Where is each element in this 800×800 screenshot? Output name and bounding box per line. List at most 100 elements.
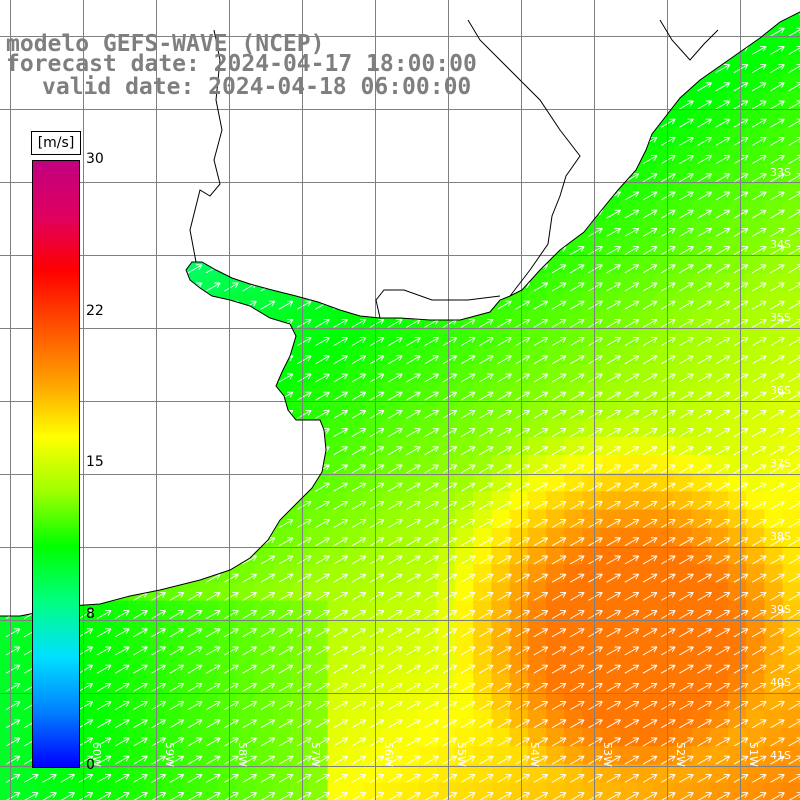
wind-arrow <box>351 446 367 456</box>
wind-arrow <box>460 246 476 255</box>
wind-arrow <box>96 173 112 183</box>
wind-arrow <box>642 12 658 19</box>
wind-speed-cell <box>436 218 456 238</box>
wind-speed-cell <box>382 127 401 147</box>
wind-arrow <box>497 682 512 692</box>
wind-speed-cell <box>582 509 602 529</box>
wind-speed-cell <box>345 109 365 128</box>
wind-arrow <box>569 264 585 274</box>
wind-speed-cell <box>145 637 165 656</box>
wind-speed-cell <box>218 473 238 492</box>
wind-arrow <box>169 318 185 328</box>
wind-speed-cell <box>546 345 565 365</box>
wind-arrow <box>606 719 621 729</box>
wind-speed-cell <box>509 764 529 784</box>
wind-speed-cell <box>491 236 511 256</box>
wind-speed-cell <box>746 91 765 110</box>
wind-arrow <box>624 227 640 237</box>
wind-arrow <box>151 701 166 710</box>
wind-arrow <box>133 755 148 765</box>
wind-arrow <box>406 628 421 638</box>
wind-speed-cell <box>673 546 693 565</box>
wind-speed-cell <box>637 673 656 693</box>
wind-arrow <box>169 264 185 274</box>
wind-arrow <box>187 500 203 510</box>
wind-speed-cell <box>527 236 547 256</box>
wind-arrow <box>660 64 676 73</box>
wind-speed-cell <box>709 36 729 56</box>
wind-speed-cell <box>564 527 583 547</box>
wind-arrow <box>751 282 767 292</box>
wind-speed-cell <box>527 546 547 565</box>
wind-speed-cell <box>564 509 583 529</box>
wind-arrow <box>205 664 221 674</box>
wind-speed-cell <box>236 218 256 238</box>
wind-arrow <box>642 737 658 747</box>
wind-speed-cell <box>364 12 383 19</box>
wind-arrow <box>624 482 640 492</box>
wind-arrow <box>333 373 348 383</box>
wind-speed-cell <box>746 273 765 292</box>
wind-speed-cell <box>309 637 329 656</box>
wind-speed-cell <box>418 746 438 765</box>
wind-arrow <box>424 27 439 37</box>
wind-arrow <box>5 792 21 800</box>
wind-speed-cell <box>509 546 529 565</box>
wind-speed-cell <box>473 400 492 420</box>
wind-arrow <box>624 318 640 328</box>
wind-speed-cell <box>236 473 256 492</box>
wind-arrow <box>260 591 276 601</box>
wind-speed-cell <box>364 728 383 747</box>
wind-arrow <box>660 628 676 638</box>
wind-arrow <box>387 573 403 583</box>
wind-arrow <box>96 610 112 619</box>
wind-speed-cell <box>582 637 602 656</box>
wind-speed-cell <box>145 345 165 365</box>
wind-arrow <box>187 555 203 565</box>
wind-arrow <box>5 519 21 528</box>
wind-arrow <box>424 555 439 565</box>
wind-speed-cell <box>582 382 602 401</box>
wind-speed-cell <box>109 12 128 19</box>
wind-speed-cell <box>455 273 474 292</box>
wind-speed-cell <box>364 655 383 674</box>
wind-arrow <box>497 264 512 274</box>
wind-speed-cell <box>182 673 201 693</box>
wind-arrow <box>205 282 221 292</box>
wind-arrow <box>96 719 112 729</box>
wind-speed-cell <box>691 291 711 310</box>
wind-arrow <box>478 409 494 419</box>
wind-arrow <box>624 409 640 419</box>
wind-speed-cell <box>564 691 583 711</box>
wind-arrow <box>315 282 330 292</box>
wind-arrow <box>5 318 21 328</box>
wind-speed-cell <box>382 473 401 492</box>
wind-arrow <box>606 755 621 765</box>
wind-arrow <box>660 209 676 219</box>
wind-speed-cell <box>145 546 165 565</box>
wind-speed-cell <box>655 273 674 292</box>
wind-speed-cell <box>618 36 638 56</box>
wind-speed-cell <box>364 764 383 784</box>
wind-arrow <box>478 628 494 638</box>
wind-arrow <box>151 682 166 692</box>
wind-speed-cell <box>418 473 438 492</box>
wind-speed-cell <box>637 109 656 128</box>
wind-speed-cell <box>254 473 274 492</box>
wind-speed-cell <box>509 364 529 383</box>
wind-arrow <box>697 227 712 237</box>
wind-speed-cell <box>163 345 183 365</box>
wind-arrow <box>260 209 276 219</box>
wind-arrow <box>133 719 148 729</box>
wind-speed-cell <box>163 145 183 165</box>
wind-speed-cell <box>109 327 128 347</box>
wind-arrow <box>242 628 257 638</box>
wind-arrow <box>296 573 312 583</box>
wind-speed-cell <box>746 345 765 365</box>
wind-speed-cell <box>273 527 292 547</box>
wind-speed-cell <box>418 163 438 183</box>
wind-speed-cell <box>473 127 492 147</box>
wind-speed-cell <box>546 764 565 784</box>
wind-arrow <box>751 428 767 437</box>
wind-arrow <box>679 555 694 565</box>
